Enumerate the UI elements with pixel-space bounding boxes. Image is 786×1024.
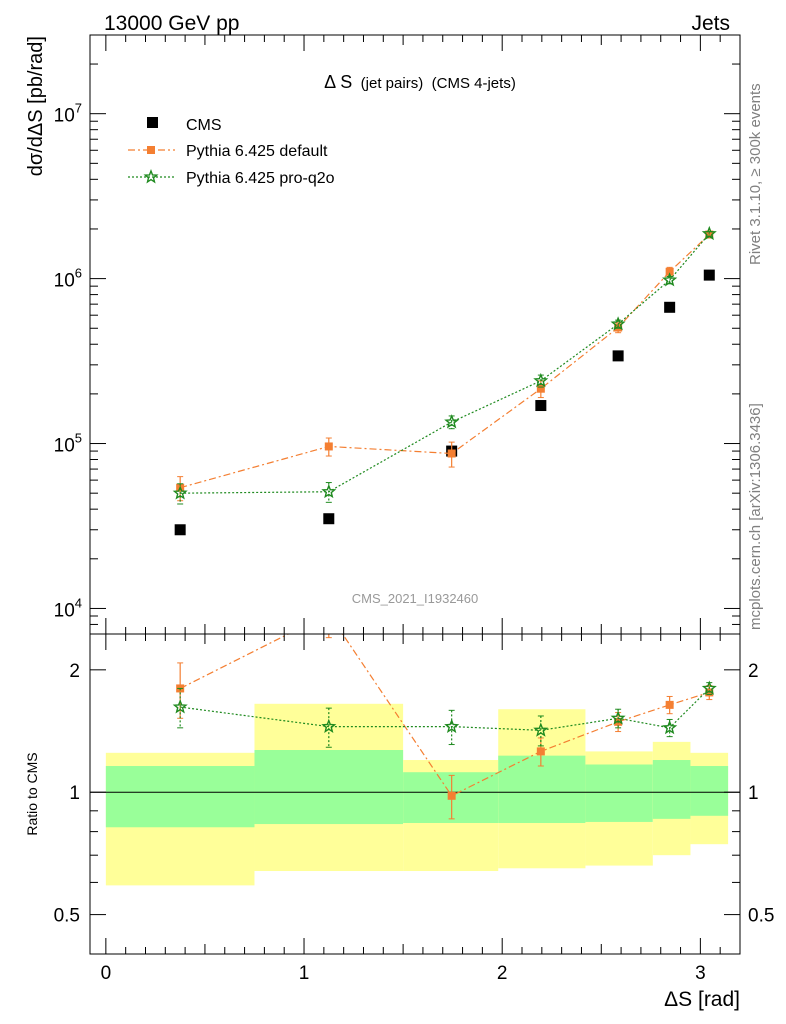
tick-exponent: 6 xyxy=(75,266,82,281)
tick-exponent: 5 xyxy=(75,431,82,446)
legend-label-cms: CMS xyxy=(186,117,222,134)
data-point-cms xyxy=(703,269,715,281)
ratio-y-tick-label: 0.5 xyxy=(54,906,80,927)
series-line xyxy=(180,233,710,494)
chart-title-end: (CMS 4-jets) xyxy=(432,75,516,92)
legend-marker-cms xyxy=(147,117,158,128)
tick-base: 10 xyxy=(54,271,75,292)
ratio-y-tick-label-right: 0.5 xyxy=(748,906,774,927)
data-point-pythia-proq2o xyxy=(533,372,549,388)
ratio-y-tick-label: 1 xyxy=(69,783,80,804)
x-tick-label: 3 xyxy=(695,963,706,984)
legend-label-pythia-proq2o: Pythia 6.425 pro-q2o xyxy=(186,170,335,187)
tick-base: 10 xyxy=(54,106,75,127)
ratio-x-axis: 0 1 2 3 xyxy=(101,634,721,984)
ratio-point-pythia-default xyxy=(536,747,545,756)
ratio-y-tick-label-right: 2 xyxy=(748,661,759,682)
ratio-y-axis-label: Ratio to CMS xyxy=(24,752,40,835)
uncertainty-band-inner xyxy=(105,766,255,828)
ratio-point-pythia-default xyxy=(665,700,674,709)
ratio-point-pythia-proq2o xyxy=(321,718,337,734)
ratio-y-tick-label: 2 xyxy=(69,661,80,682)
main-x-axis xyxy=(105,35,721,634)
tick-exponent: 4 xyxy=(75,595,82,610)
ratio-point-pythia-default xyxy=(325,610,333,618)
chart-title-main: Δ S xyxy=(324,72,352,92)
series-line xyxy=(180,234,710,489)
data-point-pythia-proq2o xyxy=(701,225,717,241)
ratio-point-pythia-proq2o xyxy=(533,722,549,737)
legend: CMS Pythia 6.425 default Pythia 6.425 pr… xyxy=(128,117,335,187)
data-point-pythia-default xyxy=(614,323,623,332)
tick-base: 10 xyxy=(54,600,75,621)
chart-title: Δ S (jet pairs) (CMS 4-jets) xyxy=(324,72,516,92)
data-point-pythia-proq2o xyxy=(321,483,337,499)
legend-label-pythia-default: Pythia 6.425 default xyxy=(186,143,328,160)
data-point-pythia-proq2o xyxy=(444,414,460,429)
tick-exponent: 7 xyxy=(75,101,82,116)
legend-marker-pythia-default xyxy=(147,146,155,154)
data-point-pythia-proq2o xyxy=(662,272,678,287)
ratio-point-pythia-proq2o xyxy=(444,718,460,734)
tick-base: 10 xyxy=(54,436,75,457)
data-point-pythia-proq2o xyxy=(610,316,626,331)
uncertainty-band-inner xyxy=(690,766,729,816)
data-point-pythia-default xyxy=(665,267,674,276)
ratio-frame xyxy=(89,633,741,955)
ratio-point-pythia-proq2o xyxy=(701,680,717,695)
main-y-tick-label: 107 xyxy=(54,101,82,127)
data-point-cms xyxy=(664,301,676,313)
data-point-pythia-default xyxy=(324,442,333,451)
ratio-y-axis: 0.5 0.5 1 1 2 2 xyxy=(54,661,774,955)
ratio-point-pythia-proq2o xyxy=(662,719,678,735)
data-point-pythia-default xyxy=(447,449,456,458)
analysis-watermark: CMS_2021_I1932460 xyxy=(352,591,479,606)
data-point-cms xyxy=(535,400,547,412)
source-text: mcplots.cern.ch [arXiv:1306.3436] xyxy=(747,403,764,630)
ratio-plot-area xyxy=(90,610,740,886)
data-point-cms xyxy=(323,513,335,525)
x-tick-label: 0 xyxy=(101,963,112,984)
main-y-tick-label: 106 xyxy=(54,266,82,292)
main-y-axis-label: dσ/dΔS [pb/rad] xyxy=(25,36,47,176)
ratio-clipped-group xyxy=(90,610,740,886)
uncertainty-band-inner xyxy=(585,764,653,822)
uncertainty-band-inner xyxy=(498,755,586,824)
main-plot-area xyxy=(172,225,717,536)
data-point-pythia-proq2o xyxy=(172,485,188,500)
uncertainty-band-inner xyxy=(254,750,404,825)
x-tick-label: 1 xyxy=(299,963,310,984)
header-left: 13000 GeV pp xyxy=(104,12,239,35)
data-point-cms xyxy=(612,350,624,362)
main-y-tick-label: 105 xyxy=(54,431,82,457)
ratio-point-pythia-proq2o xyxy=(172,699,188,714)
x-axis-label: ΔS [rad] xyxy=(664,988,740,1011)
main-y-tick-label: 104 xyxy=(54,595,82,621)
ratio-y-tick-label-right: 1 xyxy=(748,783,759,804)
header-right: Jets xyxy=(691,12,730,35)
data-point-pythia-default xyxy=(536,384,545,393)
ratio-panel: 0.5 0.5 1 1 2 2 0 1 2 3 Ratio to CMS ΔS [rad] xyxy=(24,610,774,1011)
ratio-point-pythia-proq2o xyxy=(610,710,626,725)
uncertainty-band-inner xyxy=(652,760,691,819)
data-point-cms xyxy=(174,524,186,536)
ratio-point-pythia-default xyxy=(447,791,456,800)
chart-title-small: (jet pairs) xyxy=(361,75,424,92)
x-tick-label: 2 xyxy=(497,963,508,984)
legend-marker-pythia-proq2o xyxy=(143,169,159,184)
rivet-version-text: Rivet 3.1.10, ≥ 300k events xyxy=(747,83,764,265)
